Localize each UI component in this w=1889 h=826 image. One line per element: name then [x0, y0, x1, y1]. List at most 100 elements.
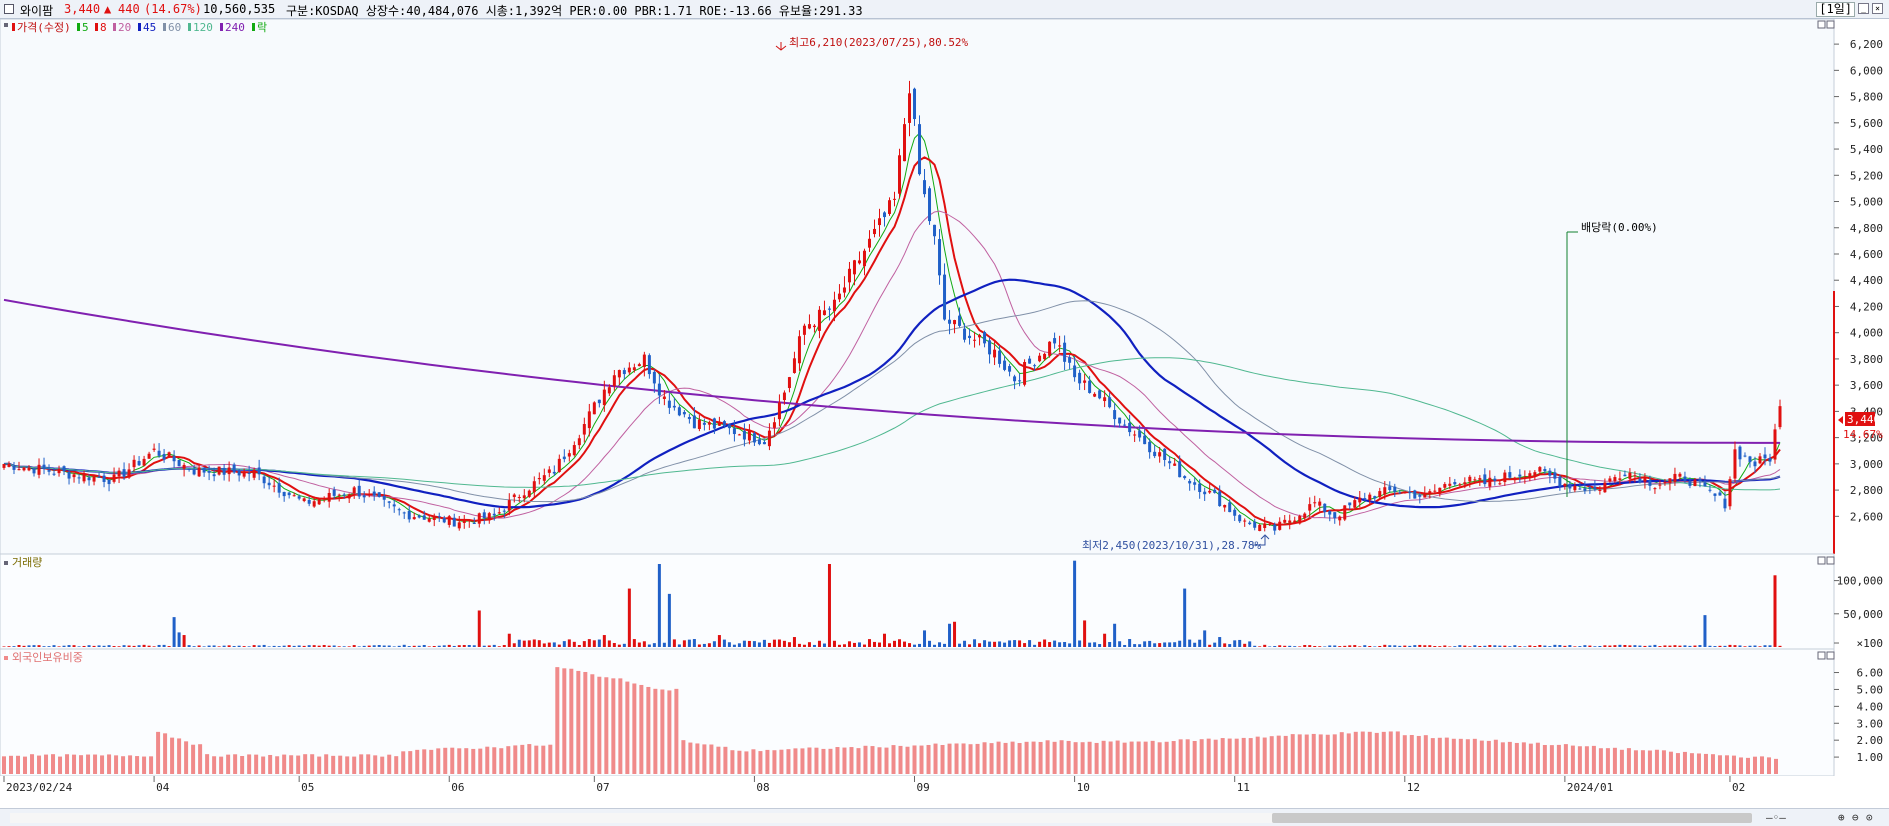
foreign-bar — [492, 747, 497, 774]
volume-bar — [1533, 646, 1537, 647]
candle-body — [1418, 495, 1422, 497]
volume-bar — [1338, 646, 1342, 647]
close-button[interactable]: × — [1872, 3, 1883, 14]
foreign-bar — [114, 755, 119, 774]
candle-body — [1073, 365, 1077, 378]
foreign-bar — [1773, 758, 1778, 774]
panel-controls[interactable] — [1817, 20, 1835, 660]
candle-body — [737, 434, 741, 436]
foreign-bar — [1248, 738, 1253, 774]
foreign-bar — [1192, 740, 1197, 774]
volume-bar — [647, 644, 651, 647]
volume-bar — [1053, 640, 1057, 647]
candle-body — [1053, 338, 1057, 344]
foreign-bar — [1556, 744, 1561, 774]
volume-bar — [412, 645, 416, 647]
volume-bar — [1163, 642, 1167, 647]
foreign-bar — [947, 743, 952, 774]
candle-body — [762, 442, 766, 445]
zoom-slider-icon[interactable]: —◦— — [1766, 811, 1786, 824]
ma240-line — [3, 298, 1780, 444]
volume-bar — [152, 646, 156, 647]
volume-bar — [1003, 642, 1007, 647]
candle-body — [1018, 380, 1022, 382]
candle-body — [277, 483, 281, 493]
volume-bar — [1623, 645, 1627, 647]
foreign-bar — [1724, 755, 1729, 774]
volume-bar — [262, 644, 266, 647]
volume-bar — [117, 646, 121, 647]
last-pct-tag: 14.67% — [1843, 428, 1883, 441]
foreign-bar — [814, 747, 819, 774]
foreign-bar — [240, 756, 245, 774]
candle-body — [1138, 430, 1142, 438]
volume-bar — [772, 639, 776, 647]
candle-body — [307, 499, 311, 504]
candle-body — [1108, 397, 1112, 408]
volume-bar — [1453, 646, 1457, 647]
minimize-button[interactable]: _ — [1858, 3, 1869, 14]
volume-bar — [1203, 630, 1207, 647]
legend-swatch — [77, 23, 80, 31]
volume-bar — [37, 645, 41, 647]
period-selector[interactable]: [1일] — [1816, 2, 1855, 17]
candle-body — [467, 520, 471, 522]
volume-bar — [842, 644, 846, 647]
foreign-bar — [1255, 736, 1260, 774]
candle-body — [542, 475, 546, 481]
volume-bar — [332, 645, 336, 647]
candle-body — [17, 469, 21, 471]
candle-body — [1388, 486, 1392, 490]
candle-body — [1193, 482, 1197, 485]
candle-body — [142, 458, 146, 466]
volume-bar — [592, 640, 596, 647]
volume-bar — [782, 640, 786, 647]
zoom-reset-icon[interactable]: ⊙ — [1866, 811, 1873, 824]
price-tick-label: 4,800 — [1850, 222, 1883, 235]
volume-bar — [797, 643, 801, 647]
date-tick-label: 06 — [451, 781, 464, 794]
foreign-bar — [1451, 738, 1456, 774]
scrollbar-thumb[interactable] — [1272, 813, 1752, 823]
foreign-bar — [1360, 731, 1365, 774]
candle-body — [1683, 476, 1687, 481]
candle-body — [212, 474, 216, 477]
volume-bar — [1693, 645, 1697, 647]
candle-body — [327, 492, 331, 502]
volume-bar — [237, 645, 241, 647]
zoom-in-icon[interactable]: ⊕ — [1838, 811, 1845, 824]
volume-bar — [217, 646, 221, 647]
volume-bar — [202, 646, 206, 647]
volume-bar — [1508, 646, 1512, 647]
candle-body — [1608, 478, 1612, 482]
price-tick-label: 6,200 — [1850, 38, 1883, 51]
candle-body — [1773, 429, 1777, 460]
volume-bar — [1283, 645, 1287, 647]
candle-body — [822, 310, 826, 316]
candle-body — [1708, 489, 1712, 491]
foreign-bar — [1416, 735, 1421, 774]
zoom-out-icon[interactable]: ⊖ — [1852, 811, 1859, 824]
candle-body — [1078, 372, 1082, 384]
horizontal-scrollbar[interactable] — [10, 813, 1752, 823]
volume-bar — [1388, 645, 1392, 647]
candle-body — [1083, 380, 1087, 383]
candle-body — [1453, 482, 1457, 485]
foreign-bar — [1003, 742, 1008, 774]
volume-bar — [1148, 640, 1152, 647]
volume-bar — [692, 639, 696, 647]
candle-body — [132, 459, 136, 468]
ma120-line — [3, 357, 1781, 491]
stock-chart[interactable]: 가격(수정) 5 8 20 45 60 120 240 락 6,200 6,000 5,800 5,6… — [0, 19, 1889, 808]
volume-bar — [1733, 645, 1737, 647]
volume-bar — [1753, 645, 1757, 647]
foreign-tick-label: 2.00 — [1857, 734, 1884, 747]
volume-bar — [1273, 646, 1277, 647]
select-checkbox[interactable] — [4, 4, 14, 14]
volume-bar — [1208, 644, 1212, 647]
foreign-bar — [93, 754, 98, 774]
volume-bar — [872, 641, 876, 647]
candle-body — [362, 495, 366, 498]
volume-bar — [1463, 645, 1467, 647]
volume-bar — [1308, 645, 1312, 647]
